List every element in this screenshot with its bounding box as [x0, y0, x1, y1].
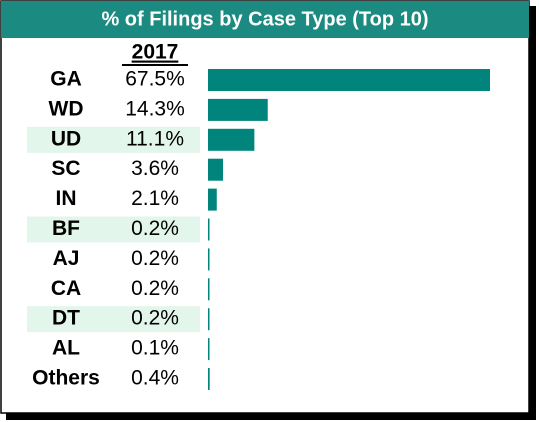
- category-label: AL: [52, 337, 80, 360]
- chart-title: % of Filings by Case Type (Top 10): [101, 8, 428, 30]
- value-label: 2.1%: [131, 187, 179, 210]
- frame: [0, 0, 530, 414]
- value-label: 3.6%: [131, 157, 179, 180]
- value-label: 11.1%: [126, 127, 184, 150]
- category-label: DT: [52, 307, 80, 330]
- bar: [208, 69, 490, 91]
- category-label: SC: [51, 157, 80, 180]
- category-label: GA: [50, 68, 82, 91]
- category-label: AJ: [53, 247, 80, 270]
- bar: [208, 368, 210, 390]
- title-bar: [1, 1, 529, 38]
- category-label: BF: [52, 217, 80, 240]
- bar: [208, 218, 210, 241]
- value-label: 0.1%: [131, 337, 179, 360]
- bar: [208, 158, 224, 181]
- value-label: 0.4%: [131, 367, 179, 390]
- bar: [208, 278, 210, 301]
- bar: [208, 338, 210, 361]
- bar: [208, 248, 210, 271]
- value-label: 0.2%: [131, 277, 179, 300]
- row-band: [27, 126, 200, 153]
- category-label: WD: [49, 97, 84, 120]
- row-band: [27, 306, 200, 333]
- value-label: 0.2%: [131, 217, 179, 240]
- value-label: 14.3%: [125, 97, 185, 120]
- bar: [208, 188, 217, 211]
- value-label: 0.2%: [131, 307, 179, 330]
- bar: [208, 98, 268, 121]
- row-band: [27, 216, 200, 243]
- value-label: 0.2%: [131, 247, 179, 270]
- bar: [208, 308, 210, 331]
- value-label: 67.5%: [125, 68, 185, 91]
- category-label: IN: [56, 187, 77, 210]
- category-label: UD: [51, 127, 81, 150]
- column-header: 2017: [132, 41, 179, 64]
- bar: [208, 128, 255, 151]
- category-label: CA: [51, 277, 81, 300]
- category-label: Others: [32, 367, 100, 390]
